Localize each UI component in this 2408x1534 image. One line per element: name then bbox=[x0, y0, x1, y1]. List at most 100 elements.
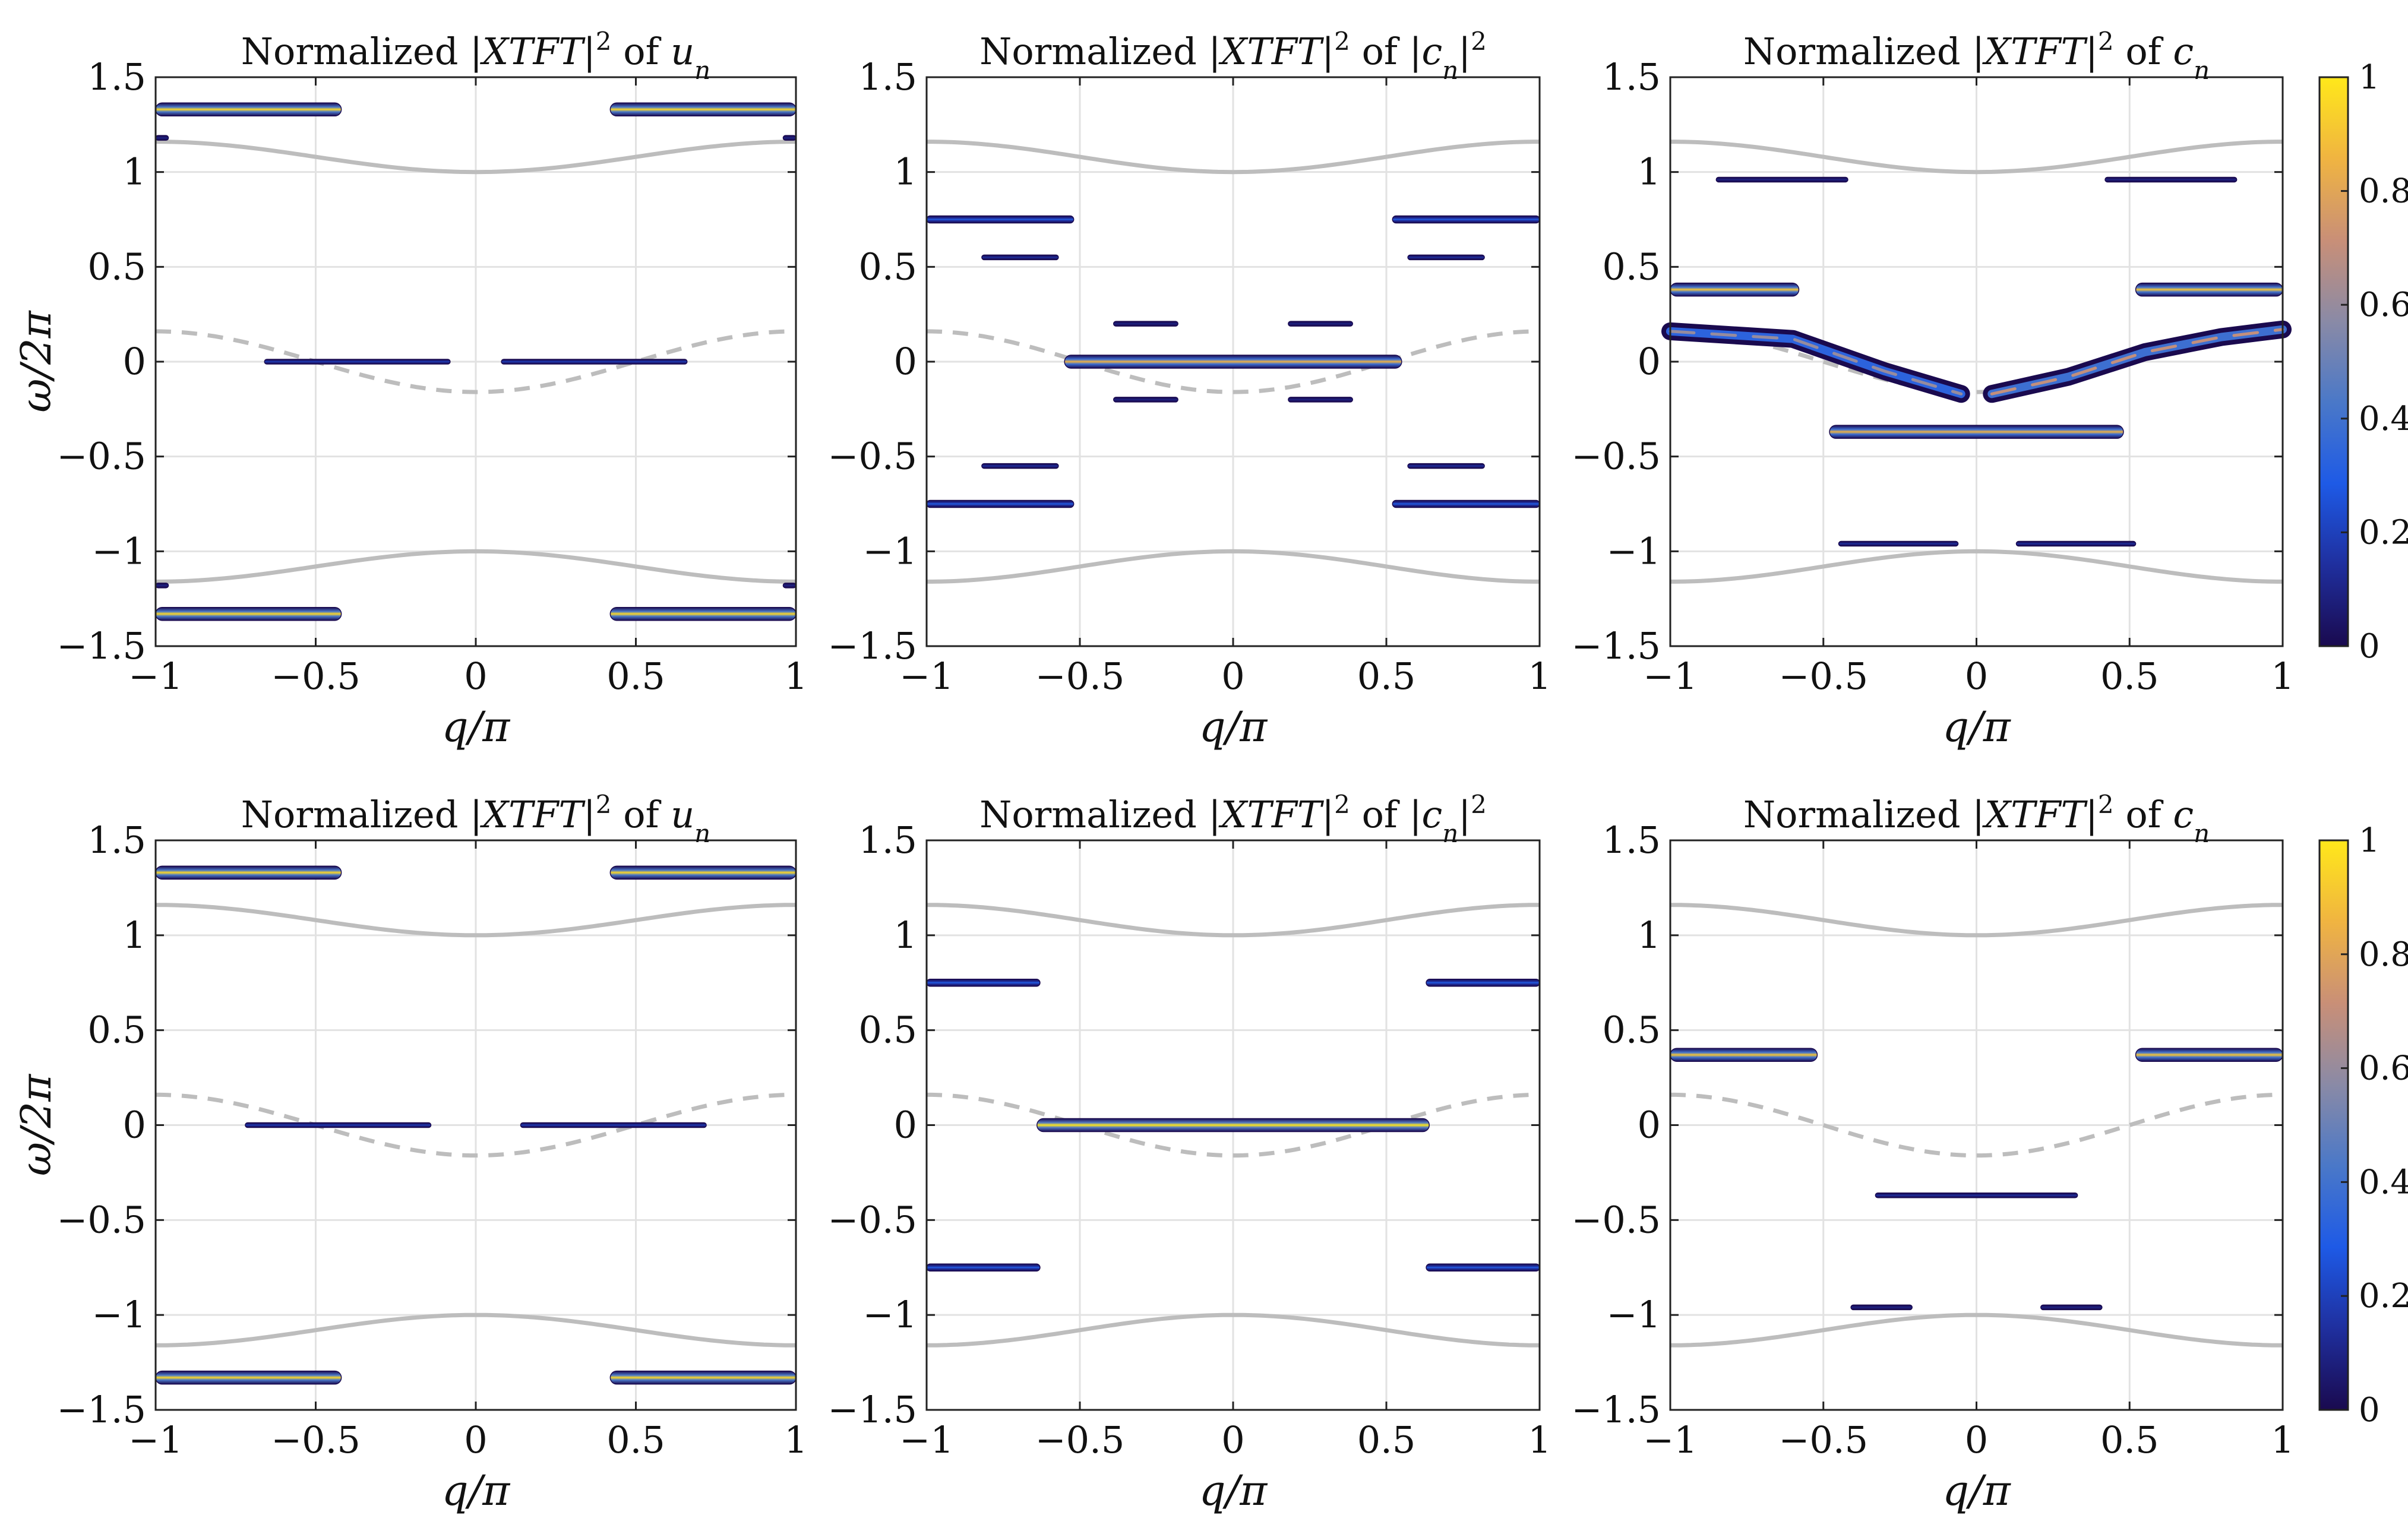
y-tick-label: −0.5 bbox=[1571, 1198, 1661, 1241]
optical-branch-upper bbox=[927, 903, 1540, 938]
spectral-band-peak bbox=[1668, 330, 1963, 396]
colorbar-tick-label: 0.2 bbox=[2359, 1277, 2408, 1315]
x-tick-label: −1 bbox=[899, 1418, 953, 1462]
colorbar-gradient bbox=[2318, 76, 2349, 647]
y-tick-label: −0.5 bbox=[56, 435, 146, 478]
spectral-band bbox=[609, 1370, 797, 1385]
spectral-band bbox=[155, 606, 342, 621]
colorbar-tick-label: 1 bbox=[2359, 58, 2380, 97]
x-tick-label: 1 bbox=[1528, 654, 1551, 698]
x-tick-label: 0.5 bbox=[2100, 1418, 2159, 1462]
spectral-band bbox=[1407, 254, 1485, 261]
spectral-band bbox=[2135, 282, 2283, 297]
panel-title: Normalized |XTFT|2 of cn bbox=[1743, 27, 2210, 85]
x-tick-label: −0.5 bbox=[1778, 654, 1868, 698]
subplot-r1-c2: −1 −0.5 0 0.5 1−1.5−1−0.500.511.5Normalized … bbox=[827, 27, 1551, 752]
panel-title: Normalized |XTFT|2 of un bbox=[241, 790, 710, 848]
spectral-band bbox=[520, 1122, 707, 1128]
spectral-band bbox=[1426, 1263, 1540, 1272]
spectral-band bbox=[1838, 540, 1959, 547]
y-tick-label: 1 bbox=[894, 150, 917, 194]
y-axis-label: ω/2π bbox=[12, 309, 61, 412]
spectral-band bbox=[1670, 1048, 1818, 1062]
spectral-band bbox=[1407, 463, 1485, 469]
colorbar-tick-label: 1 bbox=[2359, 821, 2380, 860]
panel-title: Normalized |XTFT|2 of un bbox=[241, 27, 710, 85]
y-tick-label: 0 bbox=[1638, 1103, 1661, 1147]
y-tick-label: 0 bbox=[123, 1103, 146, 1147]
x-tick-label: 1 bbox=[784, 1418, 807, 1462]
spectral-band bbox=[926, 499, 1075, 508]
subplot-r1-c3: −1 −0.5 0 0.5 1−1.5−1−0.500.511.5Normalized … bbox=[1571, 27, 2408, 752]
spectral-band bbox=[609, 102, 797, 117]
x-tick-label: −1 bbox=[899, 654, 953, 698]
y-tick-label: 0.5 bbox=[858, 1008, 917, 1052]
y-tick-label: 1.5 bbox=[858, 55, 917, 99]
optical-branch-upper bbox=[156, 140, 796, 175]
spectral-band bbox=[264, 359, 451, 365]
y-tick-label: −1 bbox=[92, 529, 146, 573]
spectral-band bbox=[1113, 321, 1178, 327]
y-tick-label: −1 bbox=[92, 1293, 146, 1336]
x-axis-label: q/π bbox=[1199, 1466, 1268, 1515]
spectral-band bbox=[1829, 425, 2124, 439]
y-tick-label: −1 bbox=[1607, 1293, 1661, 1336]
spectral-band bbox=[1426, 979, 1540, 987]
y-tick-label: 0 bbox=[1638, 340, 1661, 383]
y-axis-label: ω/2π bbox=[12, 1073, 61, 1176]
y-tick-label: 0.5 bbox=[1602, 245, 1661, 288]
optical-branch-upper bbox=[156, 903, 796, 938]
optical-branch-upper bbox=[1670, 903, 2283, 938]
y-tick-label: 1 bbox=[1638, 150, 1661, 194]
y-tick-label: 1.5 bbox=[1602, 55, 1661, 99]
x-tick-label: 1 bbox=[2271, 1418, 2294, 1462]
y-tick-label: 0.5 bbox=[1602, 1008, 1661, 1052]
optical-branch-lower bbox=[1670, 1312, 2283, 1348]
spectral-band bbox=[2104, 176, 2238, 183]
x-tick-label: −0.5 bbox=[1035, 1418, 1125, 1462]
spectral-band bbox=[155, 135, 169, 141]
y-tick-label: 1 bbox=[123, 913, 146, 957]
optical-branch-lower bbox=[927, 1312, 1540, 1348]
x-axis-label: q/π bbox=[442, 1466, 511, 1515]
spectral-band bbox=[1670, 282, 1800, 297]
x-tick-label: −0.5 bbox=[271, 654, 361, 698]
x-tick-label: 0 bbox=[464, 654, 487, 698]
x-tick-label: −0.5 bbox=[1778, 1418, 1868, 1462]
spectral-band bbox=[2015, 540, 2137, 547]
acoustic-branch bbox=[156, 1092, 796, 1158]
spectral-band bbox=[155, 865, 342, 880]
y-tick-label: −1 bbox=[863, 1293, 917, 1336]
spectral-band bbox=[1113, 397, 1178, 403]
spectral-band bbox=[782, 583, 797, 589]
spectral-band bbox=[1392, 499, 1540, 508]
x-tick-label: 0 bbox=[1221, 654, 1244, 698]
spectral-band bbox=[926, 215, 1075, 224]
subplot-r2-c1: −1 −0.5 0 0.5 1−1.5−1−0.500.511.5Normalized … bbox=[12, 790, 808, 1516]
x-tick-label: 1 bbox=[2271, 654, 2294, 698]
panel-title: Normalized |XTFT|2 of |cn|2 bbox=[979, 790, 1487, 848]
spectral-band bbox=[1850, 1304, 1913, 1311]
spectral-band bbox=[1875, 1193, 2078, 1198]
y-tick-label: 1.5 bbox=[87, 818, 146, 862]
subplot-r2-c3: −1 −0.5 0 0.5 1−1.5−1−0.500.511.5Normalized … bbox=[1571, 790, 2408, 1516]
acoustic-branch bbox=[1670, 1092, 2283, 1158]
y-tick-label: −0.5 bbox=[1571, 435, 1661, 478]
x-tick-label: 0.5 bbox=[2100, 654, 2159, 698]
x-axis-label: q/π bbox=[442, 703, 511, 751]
x-tick-label: −1 bbox=[128, 654, 182, 698]
y-tick-label: −1 bbox=[1607, 529, 1661, 573]
x-tick-label: −0.5 bbox=[1035, 654, 1125, 698]
spectral-band bbox=[1288, 321, 1353, 327]
panel-title: Normalized |XTFT|2 of |cn|2 bbox=[979, 27, 1487, 85]
spectral-band bbox=[501, 359, 688, 365]
spectral-band bbox=[926, 979, 1041, 987]
y-tick-label: 0 bbox=[123, 340, 146, 383]
colorbar-tick-label: 0.6 bbox=[2359, 1049, 2408, 1088]
spectral-band bbox=[2135, 1048, 2283, 1062]
y-tick-label: 1.5 bbox=[858, 818, 917, 862]
y-tick-label: −1.5 bbox=[1571, 1388, 1661, 1431]
y-tick-label: −1.5 bbox=[56, 624, 146, 668]
spectral-band bbox=[981, 463, 1059, 469]
